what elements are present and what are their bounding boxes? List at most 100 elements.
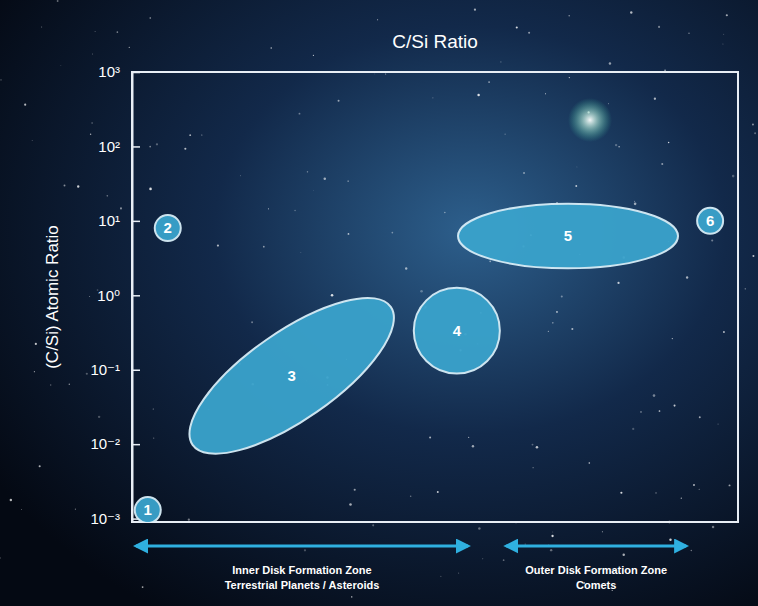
title: C/Si Ratio: [392, 31, 478, 52]
star: [661, 163, 663, 165]
region-labels: 123456: [144, 212, 715, 518]
star: [153, 437, 154, 438]
star: [64, 185, 66, 187]
star: [149, 17, 151, 19]
star: [726, 14, 728, 16]
star: [50, 384, 52, 386]
zone-arrow: [506, 545, 686, 548]
star: [354, 489, 356, 491]
star: [609, 62, 611, 64]
star: [723, 33, 725, 35]
star: [561, 296, 563, 298]
star: [630, 11, 632, 13]
star: [653, 394, 656, 397]
star: [503, 559, 505, 561]
region-label: 1: [144, 501, 152, 518]
star: [536, 446, 539, 449]
star: [668, 142, 669, 143]
star: [307, 171, 308, 172]
star: [640, 411, 642, 413]
star: [729, 484, 731, 486]
star: [24, 104, 26, 106]
star: [35, 343, 37, 345]
star: [263, 246, 265, 248]
star: [664, 70, 665, 71]
star: [372, 524, 374, 526]
region-label: 2: [164, 219, 172, 236]
star: [313, 55, 314, 56]
star: [472, 445, 474, 447]
region-label: 3: [288, 367, 296, 384]
star: [528, 32, 530, 34]
star: [477, 94, 479, 96]
y-tick-label: 10¹: [98, 212, 120, 229]
star: [458, 573, 459, 574]
region-label: 5: [564, 227, 572, 244]
star: [745, 288, 746, 289]
star: [270, 47, 271, 48]
star: [129, 47, 130, 48]
star: [488, 81, 490, 83]
star: [69, 384, 71, 386]
chart: 10³10²10¹10⁰10⁻¹10⁻²10⁻³C/Si Ratio(C/Si)…: [0, 0, 758, 606]
star: [348, 233, 350, 235]
star: [142, 586, 144, 588]
star: [752, 255, 754, 257]
star: [312, 190, 314, 192]
y-tick-mark: [132, 369, 140, 371]
y-tick-label: 10⁻¹: [90, 361, 120, 378]
star: [623, 554, 625, 556]
star: [691, 550, 692, 551]
y-axis: 10³10²10¹10⁰10⁻¹10⁻²10⁻³: [90, 63, 140, 527]
star: [525, 544, 526, 545]
star: [504, 134, 505, 135]
region: [135, 497, 161, 522]
star: [410, 495, 412, 497]
y-axis-line: [132, 73, 134, 523]
star: [189, 134, 191, 136]
star: [75, 509, 76, 510]
star: [299, 113, 301, 115]
star: [532, 444, 534, 446]
star: [589, 462, 591, 464]
comet-glow: [568, 98, 612, 142]
star: [251, 321, 253, 323]
star: [571, 328, 573, 330]
star: [732, 175, 735, 178]
star: [90, 134, 91, 135]
star: [304, 549, 306, 551]
star: [722, 43, 723, 44]
star: [300, 251, 302, 253]
star: [699, 489, 700, 490]
star: [32, 140, 33, 141]
star: [712, 526, 715, 529]
star: [500, 61, 501, 62]
star: [532, 467, 533, 468]
star: [618, 146, 619, 147]
zone-label: Terrestrial Planets / Asteroids: [225, 579, 380, 591]
zone-label: Comets: [576, 579, 616, 591]
region-label: 6: [706, 212, 714, 229]
y-tick-mark: [132, 72, 140, 74]
y-tick-mark: [132, 295, 140, 297]
star: [429, 436, 431, 438]
star: [620, 492, 622, 494]
y-tick-label: 10²: [98, 138, 120, 155]
region: [697, 208, 723, 234]
star: [86, 373, 88, 375]
star: [552, 531, 554, 533]
annotations: Inner Disk Formation ZoneTerrestrial Pla…: [136, 546, 686, 591]
star: [601, 531, 603, 533]
star: [324, 177, 326, 179]
star: [634, 203, 637, 206]
star: [106, 195, 108, 197]
star: [686, 276, 688, 278]
star: [149, 188, 152, 191]
star: [754, 132, 756, 134]
star: [482, 558, 484, 560]
star: [556, 311, 558, 313]
plot-frame: [132, 72, 738, 522]
background: [0, 0, 758, 606]
star: [268, 208, 269, 209]
star: [349, 503, 352, 506]
